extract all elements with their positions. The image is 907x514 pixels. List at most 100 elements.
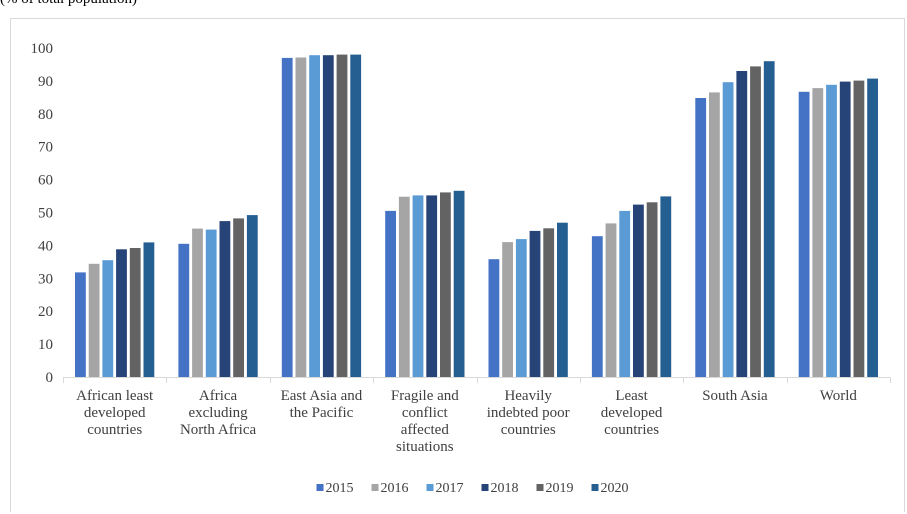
category-label: Heavily indebted poor countries <box>487 388 570 438</box>
bar-2015-7 <box>798 91 810 378</box>
bar-2020-0 <box>143 242 155 377</box>
category-label-line: countries <box>87 422 142 438</box>
bar-2018-7 <box>839 81 851 377</box>
bar-2017-6 <box>722 82 734 377</box>
category-label-line: countries <box>604 422 659 438</box>
legend-label: 2017 <box>436 481 464 496</box>
bar-2015-3 <box>385 210 396 377</box>
category-label-line: South Asia <box>702 388 768 404</box>
bar-2020-1 <box>246 215 258 377</box>
bar-2018-3 <box>426 195 438 377</box>
y-tick-label: 60 <box>38 173 53 189</box>
y-tick-label: 80 <box>38 107 53 123</box>
bar-2017-4 <box>515 239 527 377</box>
bar-2015-6 <box>695 98 707 377</box>
category-label-line: developed <box>601 405 663 421</box>
legend: 2015 2016 2017 2018 2019 2020 <box>316 481 629 496</box>
bar-2017-2 <box>309 55 320 377</box>
category-label-line: African least <box>76 388 154 404</box>
bar-2020-7 <box>867 78 878 377</box>
y-tick-label: 90 <box>38 74 53 90</box>
bars <box>75 54 878 378</box>
y-tick-label: 20 <box>38 304 53 320</box>
category-label: Least developed countries <box>601 388 663 438</box>
bar-2018-1 <box>219 221 231 377</box>
bar-2019-2 <box>336 54 348 377</box>
bar-2019-6 <box>750 66 761 378</box>
bar-2016-6 <box>709 92 720 378</box>
y-tick-label: 30 <box>38 271 53 287</box>
bar-2019-7 <box>853 80 865 377</box>
category-label-line: North Africa <box>180 422 257 438</box>
bar-2018-6 <box>736 71 748 377</box>
category-label-line: East Asia and <box>281 388 363 404</box>
y-tick-label: 100 <box>31 41 54 57</box>
y-axis: 0 10 20 30 40 50 60 70 80 90 100 <box>31 41 54 386</box>
bar-2017-5 <box>619 210 631 377</box>
legend-swatch-2020 <box>591 484 599 491</box>
legend-label: 2015 <box>326 481 354 496</box>
bar-2015-0 <box>75 272 86 377</box>
bar-2016-4 <box>502 242 513 377</box>
bar-2020-5 <box>660 196 672 377</box>
y-tick-label: 10 <box>38 337 53 353</box>
y-tick-label: 70 <box>38 140 53 156</box>
category-label-line: Heavily <box>504 388 552 404</box>
bar-2020-4 <box>557 222 568 377</box>
category-label-line: Africa <box>199 388 238 404</box>
bar-2016-2 <box>295 57 307 377</box>
bar-2016-0 <box>88 263 100 377</box>
category-label-line: indebted poor <box>487 405 570 421</box>
bar-2019-1 <box>233 218 244 377</box>
category-label: South Asia <box>702 388 768 404</box>
category-label-line: World <box>820 388 858 404</box>
legend-label: 2018 <box>491 481 519 496</box>
legend-swatch-2017 <box>426 484 434 491</box>
category-label-line: countries <box>501 422 556 438</box>
bar-2016-1 <box>192 228 203 377</box>
bar-2015-5 <box>591 236 603 377</box>
y-tick-label: 50 <box>38 206 53 222</box>
category-label-line: affected <box>401 422 450 438</box>
bar-2015-4 <box>488 259 500 377</box>
bar-2018-2 <box>322 55 334 377</box>
bar-2018-0 <box>116 249 127 377</box>
bar-2017-1 <box>205 229 217 377</box>
category-label-line: Least <box>615 388 648 404</box>
bar-2017-7 <box>826 84 837 378</box>
category-label-line: situations <box>396 439 454 455</box>
bar-2017-0 <box>102 260 114 377</box>
category-label: East Asia and the Pacific <box>281 388 363 421</box>
bar-2020-6 <box>763 61 775 377</box>
bar-2018-4 <box>529 230 541 377</box>
bar-2018-5 <box>633 204 644 377</box>
bar-2019-3 <box>440 192 451 377</box>
legend-swatch-2018 <box>481 484 489 491</box>
bar-2017-3 <box>412 195 424 377</box>
bar-2016-3 <box>398 196 410 377</box>
category-label: World <box>820 388 858 404</box>
legend-swatch-2019 <box>536 484 544 491</box>
category-label-line: conflict <box>402 405 449 421</box>
category-label: Africa excluding North Africa <box>180 388 257 438</box>
category-label-line: the Pacific <box>290 405 354 421</box>
caption-fragment: (% of total population) <box>0 0 907 16</box>
y-tick-label: 40 <box>38 238 53 254</box>
category-label: African least developed countries <box>76 388 154 438</box>
legend-swatch-2015 <box>316 484 324 491</box>
legend-label: 2020 <box>601 481 629 496</box>
bar-2020-2 <box>350 54 362 377</box>
bar-2019-0 <box>129 248 141 377</box>
bar-2019-5 <box>646 202 658 377</box>
category-label-line: Fragile and <box>391 388 459 404</box>
bar-2015-2 <box>281 57 293 378</box>
legend-label: 2019 <box>546 481 574 496</box>
legend-swatch-2016 <box>371 484 379 491</box>
bar-2019-4 <box>543 228 555 377</box>
bar-2015-1 <box>178 243 190 377</box>
legend-label: 2016 <box>381 481 409 496</box>
y-tick-label: 0 <box>46 370 54 386</box>
category-label: Fragile and conflict affected situations <box>391 388 459 455</box>
caption-text: (% of total population) <box>0 0 137 8</box>
